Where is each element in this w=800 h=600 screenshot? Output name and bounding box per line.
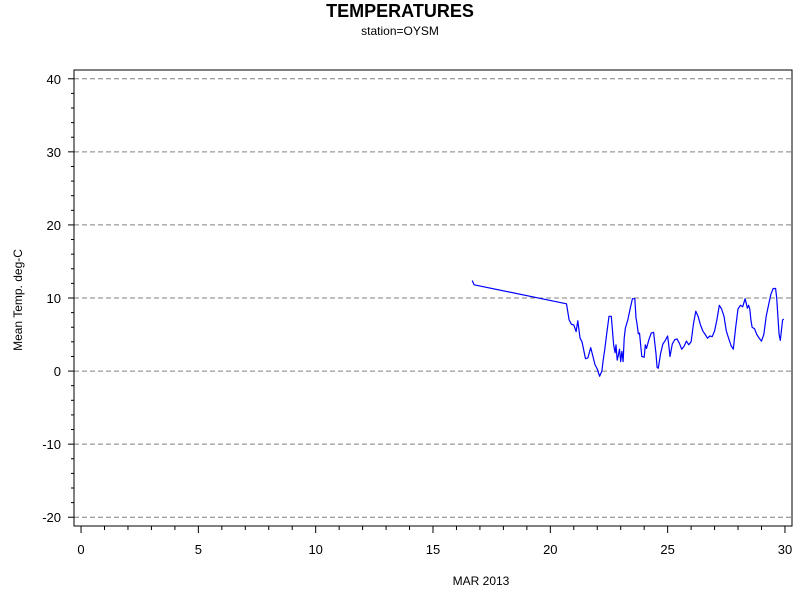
y-tick-label: 10 <box>47 291 61 306</box>
x-tick-label: 10 <box>308 542 322 557</box>
x-tick-label: 5 <box>195 542 202 557</box>
axes: -20 -10 0 10 20 30 40 0 5 10 15 20 25 30 <box>42 72 792 557</box>
x-tick-label: 25 <box>660 542 674 557</box>
y-tick-label: 0 <box>54 364 61 379</box>
x-axis-label: MAR 2013 <box>453 574 510 588</box>
gridlines <box>74 78 792 518</box>
y-tick-label: 30 <box>47 145 61 160</box>
x-tick-label: 15 <box>426 542 440 557</box>
y-tick-label: 20 <box>47 218 61 233</box>
series-layer <box>471 280 785 377</box>
temperature-series-line <box>471 280 785 377</box>
chart-subtitle: station=OYSM <box>361 24 439 38</box>
y-axis-label: Mean Temp. deg-C <box>11 249 25 351</box>
y-tick-label: -10 <box>42 437 61 452</box>
x-tick-label: 0 <box>77 542 84 557</box>
plot-frame <box>73 69 793 527</box>
chart-title: TEMPERATURES <box>326 1 474 21</box>
y-tick-label: -20 <box>42 510 61 525</box>
x-tick-label: 30 <box>778 542 792 557</box>
y-tick-label: 40 <box>47 72 61 87</box>
x-tick-label: 20 <box>543 542 557 557</box>
